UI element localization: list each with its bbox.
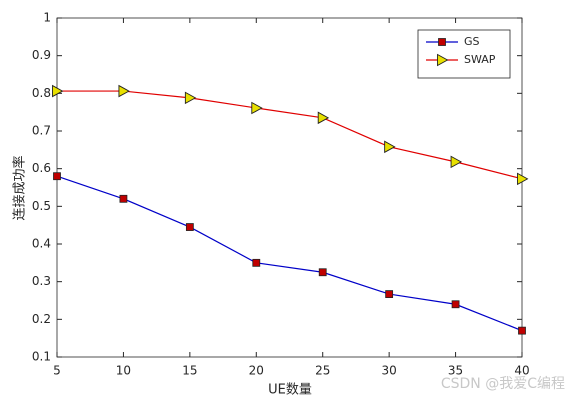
series-line [56,175,523,332]
y-tick-label: 0.6 [32,161,51,175]
x-tick-label: 15 [182,364,197,378]
marker [53,172,61,181]
x-tick-label: 30 [382,364,397,378]
y-tick-label: 0.8 [32,86,51,100]
marker [118,84,130,98]
x-tick-label: 20 [249,364,264,378]
marker [184,91,197,105]
marker [317,111,330,125]
marker [119,194,128,203]
marker [52,84,64,98]
y-tick-label: 0.5 [32,199,51,213]
marker [518,326,526,335]
legend-marker [438,38,446,46]
y-tick-label: 0.1 [32,350,51,364]
marker [252,258,261,267]
x-tick-label: 5 [53,364,61,378]
legend-text: GS [464,35,480,48]
x-tick-label: 40 [514,364,529,378]
marker [185,223,194,231]
marker [385,290,394,298]
x-tick-label: 10 [116,364,131,378]
marker [450,155,463,169]
y-tick-label: 1 [43,11,51,25]
watermark: CSDN @我爱C编程 [441,376,565,392]
y-tick-label: 0.9 [32,48,51,62]
marker [384,140,396,154]
y-tick-label: 0.3 [32,274,51,288]
legend-marker [437,53,449,67]
marker [451,300,460,309]
series-line [57,90,523,180]
marker [318,268,327,277]
legend-box [417,29,511,79]
legend-text: SWAP [464,53,496,66]
y-tick-label: 0.2 [32,312,51,326]
y-axis-label: 连接成功率 [12,155,28,220]
x-axis-label: UE数量 [268,383,312,398]
y-tick-label: 0.4 [32,237,51,251]
x-tick-label: 35 [448,364,463,378]
marker [251,101,263,115]
x-tick-label: 25 [315,364,330,378]
y-tick-label: 0.7 [32,124,51,138]
marker [517,172,529,186]
